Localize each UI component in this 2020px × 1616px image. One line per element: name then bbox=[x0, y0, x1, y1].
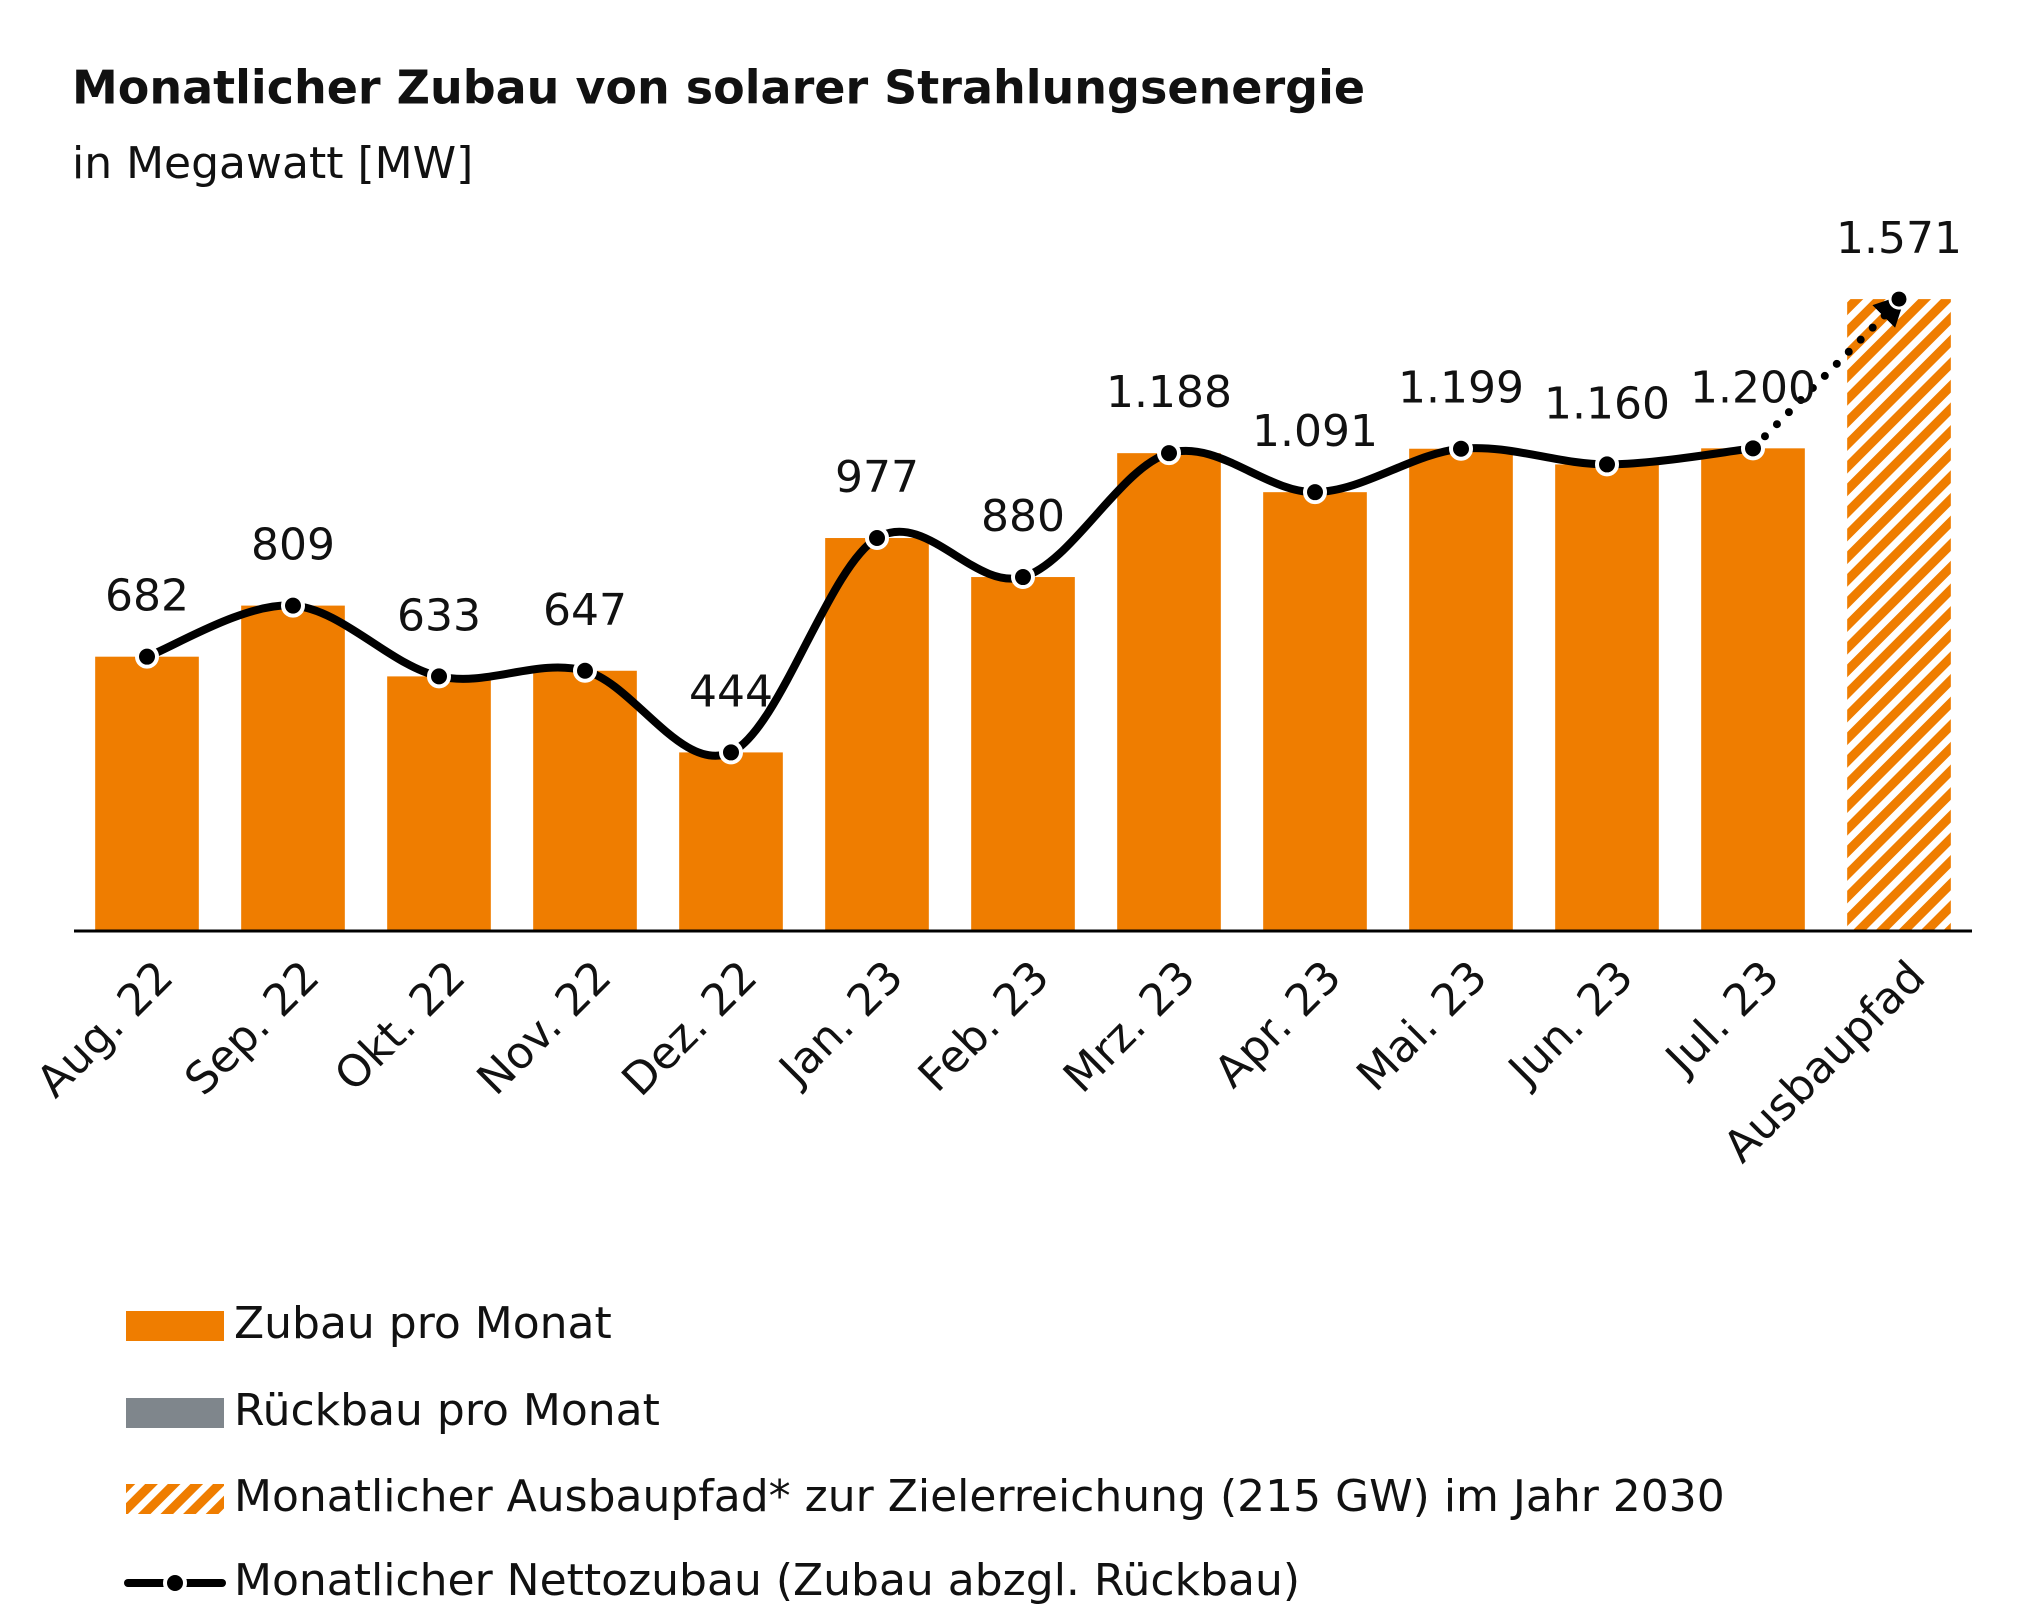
net-point bbox=[1303, 480, 1327, 505]
value-label: 1.091 bbox=[1252, 406, 1378, 457]
net-point bbox=[427, 664, 451, 689]
net-point bbox=[1449, 436, 1473, 461]
value-label: 1.200 bbox=[1690, 362, 1816, 413]
value-label: 880 bbox=[981, 491, 1065, 542]
bar bbox=[1555, 464, 1659, 931]
net-point bbox=[719, 740, 743, 765]
value-label: 1.199 bbox=[1398, 363, 1524, 414]
x-tick-label: Sep. 22 bbox=[175, 951, 329, 1105]
bar bbox=[1409, 448, 1513, 931]
net-point bbox=[1741, 436, 1765, 461]
value-label: 647 bbox=[543, 585, 627, 636]
legend-swatch bbox=[126, 1398, 224, 1428]
net-point bbox=[1157, 441, 1181, 466]
x-tick-label: Mrz. 23 bbox=[1054, 951, 1205, 1102]
bar bbox=[387, 676, 491, 931]
bar bbox=[1263, 492, 1367, 931]
chart-title: Monatlicher Zubau von solarer Strahlungs… bbox=[72, 61, 1365, 115]
x-tick-label: Jul. 23 bbox=[1654, 951, 1789, 1086]
x-tick-label: Dez. 22 bbox=[612, 951, 767, 1106]
legend-swatch bbox=[126, 1484, 224, 1514]
net-point bbox=[573, 658, 597, 683]
chart-subtitle: in Megawatt [MW] bbox=[72, 138, 473, 189]
legend-label: Monatlicher Ausbaupfad* zur Zielerreichu… bbox=[234, 1471, 1725, 1522]
value-label: 1.160 bbox=[1544, 378, 1670, 429]
legend-dot bbox=[163, 1571, 187, 1595]
net-point bbox=[865, 526, 889, 551]
value-label: 1.188 bbox=[1106, 367, 1232, 418]
bar bbox=[679, 752, 783, 931]
x-tick-label: Nov. 22 bbox=[468, 951, 622, 1105]
value-label: 977 bbox=[835, 452, 919, 503]
value-label: 444 bbox=[689, 666, 773, 717]
bar bbox=[971, 577, 1075, 931]
x-tick-label: Jan. 23 bbox=[768, 951, 914, 1097]
bars: 1.571 bbox=[95, 213, 1962, 931]
value-label: 809 bbox=[251, 520, 335, 571]
legend-label: Zubau pro Monat bbox=[234, 1298, 612, 1349]
x-tick-label: Aug. 22 bbox=[27, 951, 183, 1107]
target-bar bbox=[1847, 299, 1951, 931]
x-tick-label: Mai. 23 bbox=[1347, 951, 1497, 1101]
x-tick-label: Feb. 23 bbox=[909, 951, 1060, 1102]
bar bbox=[95, 656, 199, 931]
bar bbox=[533, 670, 637, 931]
value-label: 682 bbox=[105, 571, 189, 622]
legend-label: Rückbau pro Monat bbox=[234, 1385, 660, 1436]
legend-swatch bbox=[126, 1311, 224, 1341]
value-label: 633 bbox=[397, 590, 481, 641]
net-point bbox=[1595, 452, 1619, 477]
x-tick-label: Okt. 22 bbox=[325, 951, 475, 1101]
bar bbox=[1701, 448, 1805, 931]
projection-arrow bbox=[1749, 293, 1907, 453]
x-tick-label: Jun. 23 bbox=[1497, 951, 1643, 1097]
bar bbox=[825, 538, 929, 931]
value-label: 1.571 bbox=[1836, 213, 1962, 264]
x-tick-label: Apr. 23 bbox=[1205, 951, 1351, 1097]
projection-point bbox=[1888, 288, 1910, 310]
bar bbox=[1117, 453, 1221, 931]
legend-label: Monatlicher Nettozubau (Zubau abzgl. Rüc… bbox=[234, 1555, 1300, 1606]
line-layer: 682 809 633 647 444 977 880 1.188 1.091 1.199 1.16… bbox=[105, 288, 1910, 765]
bar bbox=[241, 605, 345, 931]
net-point bbox=[281, 593, 305, 618]
net-point bbox=[1011, 565, 1035, 590]
net-point bbox=[135, 644, 159, 669]
